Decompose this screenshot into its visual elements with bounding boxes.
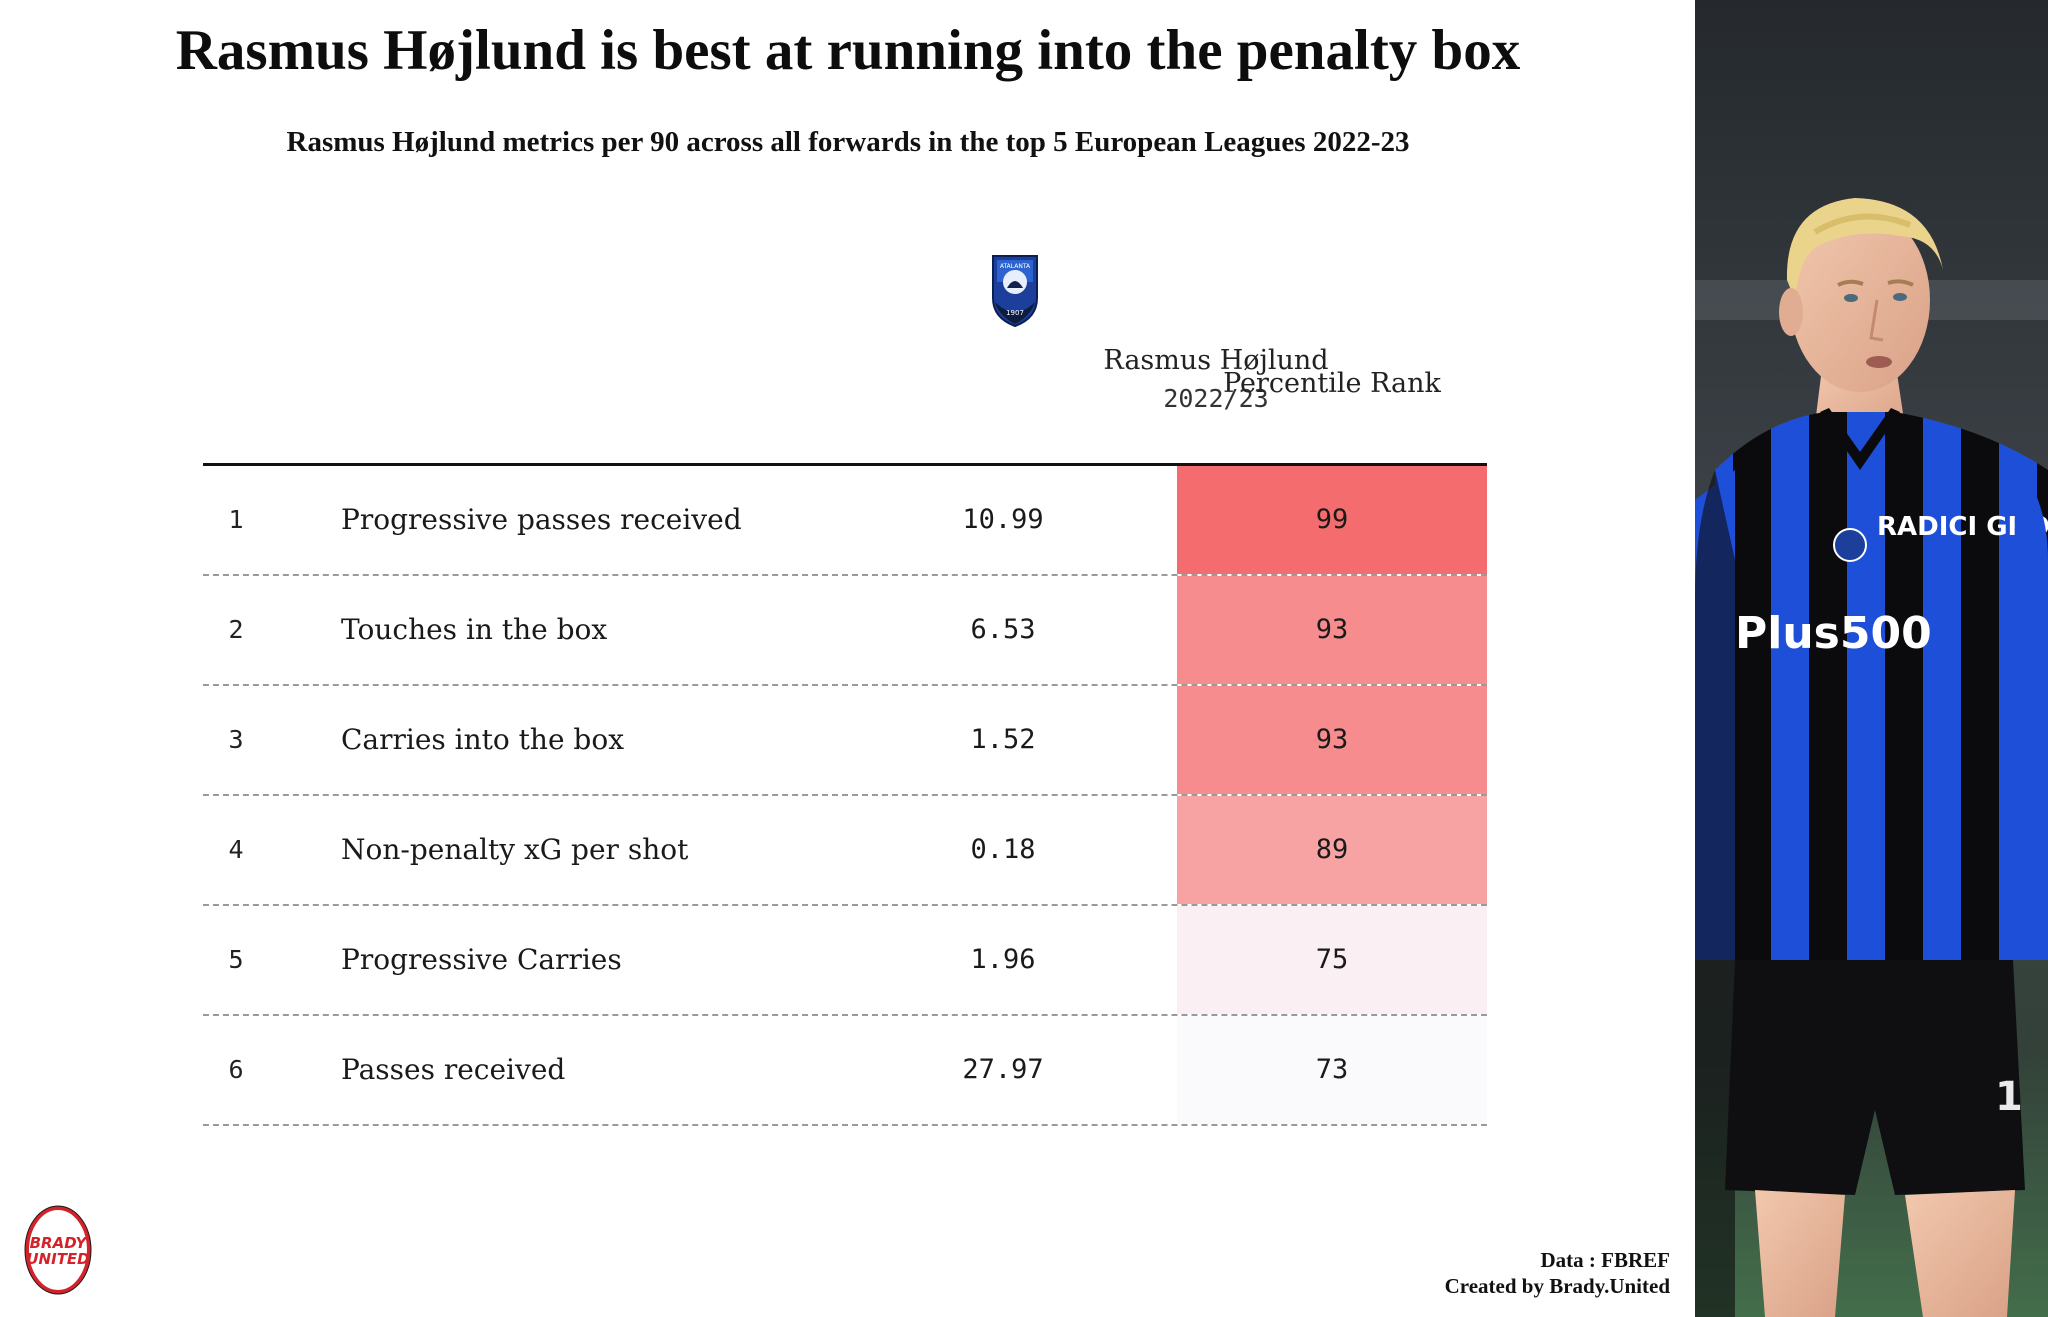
row-value: 27.97	[962, 1054, 1044, 1085]
row-percentile: 89	[1177, 796, 1487, 904]
svg-text:BRADY: BRADY	[30, 1234, 89, 1252]
svg-text:1: 1	[1995, 1074, 2023, 1120]
table-row: 4 Non-penalty xG per shot 0.18 89	[203, 796, 1487, 906]
player-column-header: Rasmus Højlund 2022/23	[1006, 345, 1426, 413]
row-rank: 6	[228, 1055, 244, 1084]
row-value: 1.96	[970, 944, 1036, 975]
row-metric: Non-penalty xG per shot	[341, 833, 689, 866]
row-rank: 4	[228, 835, 244, 864]
row-metric: Progressive Carries	[341, 943, 622, 976]
season-header: 2022/23	[1163, 384, 1269, 413]
svg-text:UNITED: UNITED	[26, 1250, 89, 1268]
atalanta-crest-icon: ATALANTA 1907	[992, 255, 1038, 328]
row-percentile: 93	[1177, 576, 1487, 684]
header-divider	[203, 463, 1487, 466]
svg-text:Plus500: Plus500	[1735, 608, 1932, 659]
row-value: 6.53	[970, 614, 1036, 645]
data-source: Data : FBREF	[1540, 1248, 1671, 1272]
row-value: 10.99	[962, 504, 1044, 535]
row-rank: 3	[228, 725, 244, 754]
row-percentile: 99	[1177, 466, 1487, 574]
table-row: 2 Touches in the box 6.53 93	[203, 576, 1487, 686]
percentile-column-header: Percentile Rank	[1223, 368, 1441, 399]
svg-text:1907: 1907	[1006, 309, 1024, 317]
chart-title: Rasmus Højlund is best at running into t…	[175, 19, 1521, 82]
credits: Data : FBREF Created by Brady.United	[1445, 1247, 1670, 1299]
row-metric: Touches in the box	[341, 613, 608, 646]
row-percentile: 73	[1177, 1016, 1487, 1124]
brady-united-logo: BRADY UNITED	[24, 1205, 92, 1295]
table-body: 1 Progressive passes received 10.99 99 2 Touc…	[203, 466, 1487, 1126]
table-row: 3 Carries into the box 1.52 93	[203, 686, 1487, 796]
row-rank: 1	[228, 505, 244, 534]
table-row: 6 Passes received 27.97 73	[203, 1016, 1487, 1126]
chart-subtitle: Rasmus Højlund metrics per 90 across all…	[286, 126, 1410, 158]
player-name-header: Rasmus Højlund	[1103, 345, 1329, 376]
row-metric: Passes received	[341, 1053, 566, 1086]
table-row: 1 Progressive passes received 10.99 99	[203, 466, 1487, 576]
created-by: Created by Brady.United	[1444, 1274, 1670, 1298]
row-percentile: 93	[1177, 686, 1487, 794]
svg-text:ATALANTA: ATALANTA	[1000, 263, 1031, 270]
row-value: 1.52	[970, 724, 1036, 755]
row-percentile: 75	[1177, 906, 1487, 1014]
row-rank: 5	[228, 945, 244, 974]
player-photo: RADICI GROUP Plus500 1	[1695, 0, 2048, 1317]
table-row: 5 Progressive Carries 1.96 75	[203, 906, 1487, 1016]
row-rank: 2	[228, 615, 244, 644]
row-value: 0.18	[970, 834, 1036, 865]
row-metric: Carries into the box	[341, 723, 625, 756]
row-metric: Progressive passes received	[341, 503, 742, 536]
